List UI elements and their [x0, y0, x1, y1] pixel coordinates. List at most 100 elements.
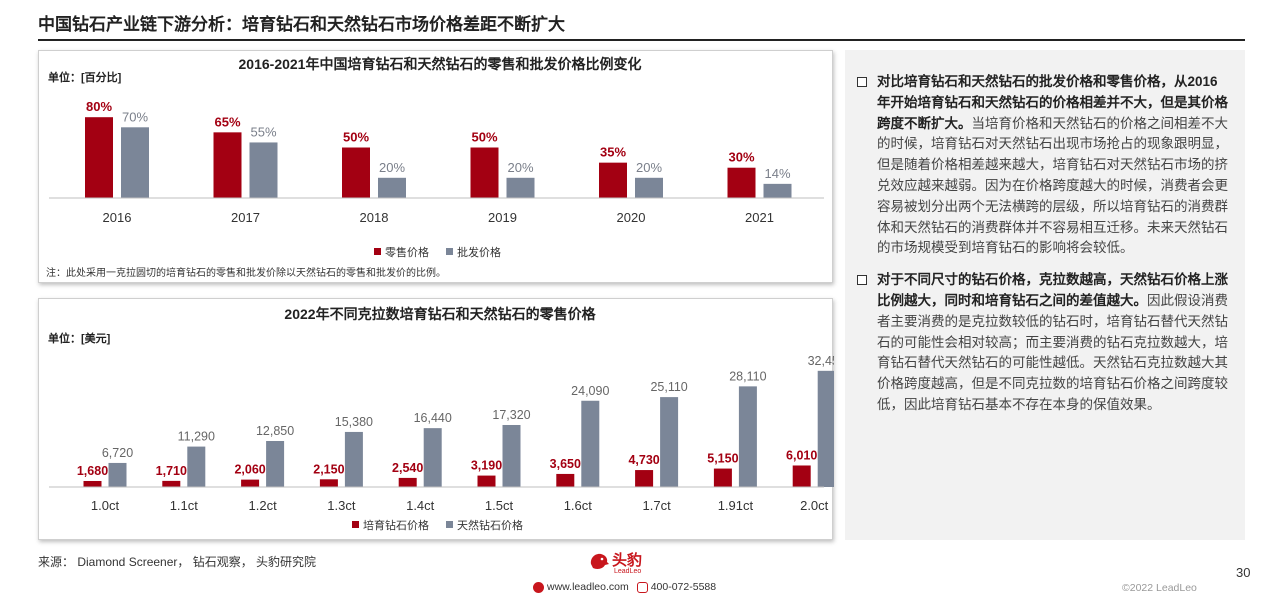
bar-天然钻石价格	[738, 386, 757, 487]
analysis-item: 对比培育钻石和天然钻石的批发价格和零售价格，从2016年开始培育钻石和天然钻石的…	[855, 72, 1231, 259]
category-label: 1.7ct	[643, 498, 672, 513]
analysis-panel: 对比培育钻石和天然钻石的批发价格和零售价格，从2016年开始培育钻石和天然钻石的…	[845, 50, 1245, 540]
analysis-body: 因此假设消费者主要消费的是克拉数较低的钻石时，培育钻石替代天然钻石的可能性会相对…	[877, 292, 1228, 412]
bar-批发价格	[121, 127, 149, 198]
bar-培育钻石价格	[792, 465, 811, 487]
chart-title: 2016-2021年中国培育钻石和天然钻石的零售和批发价格比例变化	[239, 56, 642, 72]
bar-零售价格	[727, 167, 756, 198]
data-label: 3,190	[471, 459, 502, 473]
bar-培育钻石价格	[398, 477, 417, 487]
category-label: 2021	[745, 210, 774, 225]
data-label: 3,650	[550, 457, 581, 471]
page-title: 中国钻石产业链下游分析：培育钻石和天然钻石市场价格差距不断扩大	[38, 15, 565, 34]
legend-label: 批发价格	[457, 245, 501, 259]
bar-天然钻石价格	[817, 370, 834, 487]
bar-培育钻石价格	[556, 473, 575, 487]
data-label: 4,730	[628, 453, 659, 467]
data-label: 14%	[764, 166, 790, 181]
checkbox-bullet-icon	[857, 77, 867, 87]
data-label: 15,380	[335, 415, 373, 429]
bar-培育钻石价格	[477, 475, 496, 487]
analysis-item: 对于不同尺寸的钻石价格，克拉数越高，天然钻石价格上涨比例越大，同时和培育钻石之间…	[855, 270, 1231, 416]
data-label: 2,060	[234, 463, 265, 477]
data-label: 35%	[600, 145, 626, 160]
data-label: 50%	[471, 130, 497, 145]
category-label: 2016	[103, 210, 132, 225]
data-label: 20%	[507, 160, 533, 175]
bar-天然钻石价格	[502, 424, 521, 487]
bar-天然钻石价格	[423, 428, 442, 487]
chart-title: 2022年不同克拉数培育钻石和天然钻石的零售价格	[284, 306, 596, 322]
bar-培育钻石价格	[83, 480, 102, 487]
category-label: 1.91ct	[718, 498, 754, 513]
chart-note: 注：此处采用一克拉圆切的培育钻石的零售和批发价除以天然钻石的零售和批发价的比例。	[46, 266, 446, 279]
chart-carat-price: 2022年不同克拉数培育钻石和天然钻石的零售价格 单位：[美元] 1,680 6,…	[48, 306, 834, 532]
data-label: 6,010	[786, 448, 817, 462]
data-label: 65%	[214, 114, 240, 129]
category-label: 1.4ct	[406, 498, 435, 513]
bar-培育钻石价格	[241, 479, 260, 487]
legend-swatch	[446, 248, 453, 255]
analysis-body: 当培育价格和天然钻石的价格之间相差不大的时候，培育钻石对天然钻石出现市场抢占的现…	[877, 115, 1228, 256]
category-label: 1.0ct	[91, 498, 120, 513]
data-label: 30%	[728, 150, 754, 165]
bar-零售价格	[599, 162, 627, 198]
globe-icon	[533, 581, 544, 593]
bar-天然钻石价格	[660, 397, 679, 487]
bar-培育钻石价格	[319, 479, 338, 487]
bar-批发价格	[506, 177, 535, 198]
chart-panel-carat-price: 2022年不同克拉数培育钻石和天然钻石的零售价格 单位：[美元] 1,680 6,…	[38, 298, 834, 540]
category-label: 1.5ct	[485, 498, 514, 513]
chart-unit: 单位：[美元]	[48, 331, 111, 345]
data-label: 6,720	[102, 446, 133, 460]
chart-unit: 单位：[百分比]	[48, 70, 122, 84]
data-label: 12,850	[256, 424, 294, 438]
bar-零售价格	[85, 117, 113, 198]
page-number: 30	[1236, 565, 1251, 580]
bar-培育钻石价格	[162, 480, 181, 487]
chart-panel-price-ratio: 2016-2021年中国培育钻石和天然钻石的零售和批发价格比例变化 单位：[百分…	[38, 50, 833, 283]
leadleo-logo: 头豹 LeadLeo	[588, 548, 668, 580]
data-label: 20%	[379, 160, 405, 175]
data-label: 5,150	[707, 452, 738, 466]
category-label: 2017	[231, 210, 260, 225]
data-label: 16,440	[414, 411, 452, 425]
title-divider	[38, 39, 1245, 41]
category-label: 1.1ct	[170, 498, 199, 513]
data-label: 55%	[250, 124, 276, 139]
category-label: 1.6ct	[564, 498, 593, 513]
analysis-headline: 对比培育钻石和天然钻石的批发价格和零售价格，从2016年开始培育钻石和天然钻石的…	[877, 74, 1228, 131]
bar-天然钻石价格	[108, 462, 127, 487]
phone-icon	[636, 581, 648, 593]
bar-天然钻石价格	[187, 446, 206, 487]
bar-批发价格	[378, 177, 406, 198]
data-label: 24,090	[571, 384, 609, 398]
bar-零售价格	[213, 132, 242, 198]
contact-info: www.leadleo.com 400-072-5588	[533, 581, 716, 593]
logo-subtext: LeadLeo	[614, 568, 642, 575]
legend-swatch	[352, 521, 359, 528]
legend-label: 培育钻石价格	[363, 518, 429, 532]
category-label: 2018	[360, 210, 389, 225]
data-label: 25,110	[650, 380, 687, 394]
category-label: 2.0ct	[800, 498, 829, 513]
phone-number: 400-072-5588	[650, 581, 717, 594]
data-label: 2,540	[392, 461, 423, 475]
bar-天然钻石价格	[266, 440, 285, 487]
analysis-headline: 对于不同尺寸的钻石价格，克拉数越高，天然钻石价格上涨比例越大，同时和培育钻石之间…	[877, 272, 1228, 308]
bar-批发价格	[635, 177, 663, 198]
source-note: 来源： Diamond Screener， 钻石观察， 头豹研究院	[38, 555, 317, 569]
checkbox-bullet-icon	[857, 275, 867, 286]
category-label: 2020	[617, 210, 646, 225]
website-link[interactable]: www.leadleo.com	[547, 581, 629, 594]
data-label: 20%	[636, 160, 662, 175]
data-label: 28,110	[729, 369, 766, 383]
bar-批发价格	[763, 183, 792, 198]
data-label: 17,320	[492, 408, 530, 422]
data-label: 50%	[343, 130, 369, 145]
data-label: 1,710	[156, 464, 187, 478]
copyright: ©2022 LeadLeo	[1122, 582, 1197, 594]
category-label: 1.2ct	[249, 498, 278, 513]
bar-批发价格	[249, 142, 278, 198]
category-label: 1.3ct	[327, 498, 356, 513]
